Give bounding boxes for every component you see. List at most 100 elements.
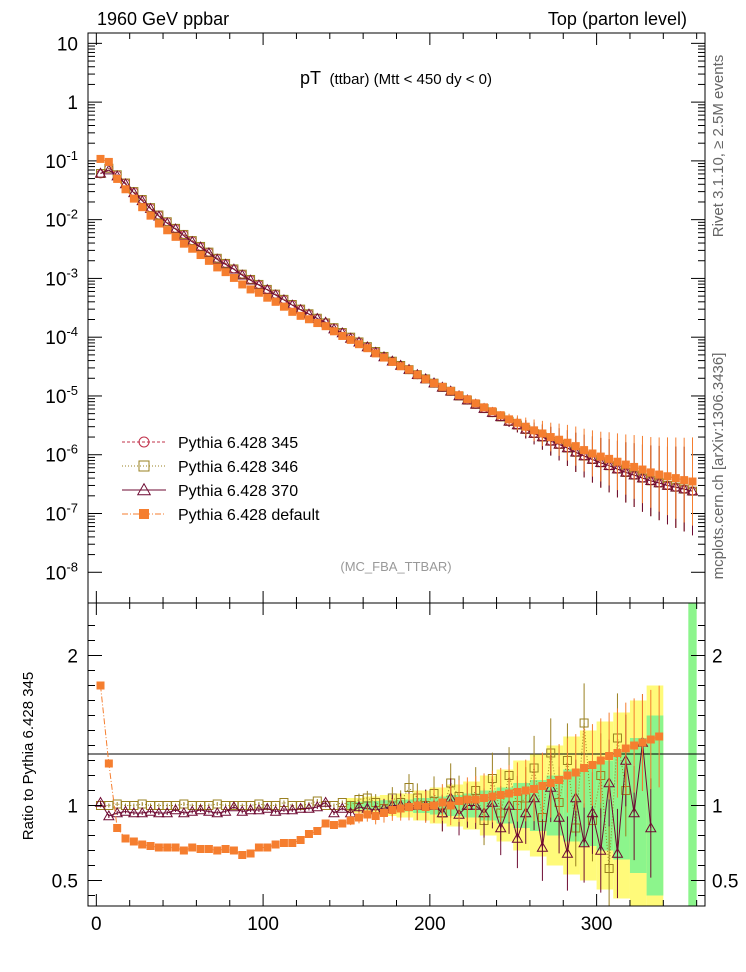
data-point-marker xyxy=(146,211,155,220)
data-point-marker xyxy=(555,776,564,784)
data-point-marker xyxy=(571,442,580,451)
data-point-marker xyxy=(354,813,363,822)
series-s370 xyxy=(94,164,699,536)
legend-label: Pythia 6.428 346 xyxy=(178,459,298,476)
data-point-marker xyxy=(579,718,589,728)
data-point-marker xyxy=(211,253,224,264)
data-point-marker xyxy=(438,798,447,807)
y-tick-label: 10-7 xyxy=(45,501,78,526)
data-point-marker xyxy=(513,788,522,796)
data-point-marker xyxy=(144,805,157,816)
data-point-marker xyxy=(586,806,599,818)
rivet-label: Rivet 3.1.10, ≥ 2.5M events xyxy=(710,55,727,238)
data-point-marker xyxy=(628,806,640,818)
y-tick-label-base: 10 xyxy=(45,211,66,232)
data-point-marker xyxy=(613,749,622,757)
data-point-marker xyxy=(638,465,647,474)
data-point-marker xyxy=(671,474,680,483)
data-point-marker xyxy=(269,805,282,816)
data-point-marker xyxy=(338,819,347,828)
y-tick-label-base: 10 xyxy=(45,446,66,467)
data-point-marker xyxy=(405,365,414,374)
data-point-marker xyxy=(371,349,380,358)
data-point-marker xyxy=(404,783,414,792)
data-point-marker xyxy=(438,382,447,391)
data-point-marker xyxy=(578,836,590,848)
data-point-marker xyxy=(604,864,614,873)
ratio-y-label: Ratio to Pythia 6.428 345 xyxy=(20,672,37,840)
data-point-marker xyxy=(154,219,163,228)
data-point-marker xyxy=(171,843,180,852)
data-point-marker xyxy=(304,315,313,324)
data-point-marker xyxy=(319,796,332,807)
data-point-marker xyxy=(471,399,480,408)
data-point-marker xyxy=(346,816,355,825)
data-point-marker xyxy=(346,335,355,344)
source-label: mcplots.cern.ch [arXiv:1306.3436] xyxy=(710,353,727,580)
y-tick-label: 10-6 xyxy=(45,442,78,467)
data-point-marker xyxy=(129,837,138,846)
data-point-marker xyxy=(119,805,132,816)
data-point-marker xyxy=(96,681,105,690)
data-point-marker xyxy=(363,344,372,353)
y-tick-label: 10-5 xyxy=(45,383,78,408)
y-tick-label-exponent: -1 xyxy=(66,148,78,163)
data-point-marker xyxy=(538,429,547,438)
data-point-marker xyxy=(605,454,614,463)
data-point-marker xyxy=(138,460,150,472)
data-point-marker xyxy=(538,782,547,790)
y-tick-label-exponent: -3 xyxy=(66,265,78,280)
data-point-marker xyxy=(204,256,213,265)
watermark-label: (MC_FBA_TTBAR) xyxy=(340,559,451,574)
data-point-marker xyxy=(638,738,647,747)
data-point-marker xyxy=(646,468,655,477)
y-tick-label-base: 10 xyxy=(45,152,66,173)
data-point-marker xyxy=(329,327,338,336)
data-point-marker xyxy=(561,847,574,858)
data-point-marker xyxy=(413,801,422,810)
data-point-marker xyxy=(244,274,257,285)
data-point-marker xyxy=(229,273,238,282)
data-point-marker xyxy=(421,375,430,384)
data-point-marker xyxy=(94,167,107,178)
ratio-y-tick-label: 2 xyxy=(67,647,78,668)
legend-label: Pythia 6.428 345 xyxy=(178,435,298,452)
data-point-marker xyxy=(279,302,288,311)
data-point-marker xyxy=(546,433,555,442)
chart-title-sub: (ttbar) (Mtt < 450 dy < 0) xyxy=(329,71,492,88)
y-tick-label-base: 10 xyxy=(45,269,66,290)
data-point-marker xyxy=(536,841,549,852)
y-tick-label: 10-2 xyxy=(45,207,78,232)
data-point-marker xyxy=(254,843,263,852)
data-point-marker xyxy=(513,418,522,427)
data-point-marker xyxy=(463,795,472,804)
data-point-marker xyxy=(238,851,247,859)
data-point-marker xyxy=(138,436,150,448)
data-point-marker xyxy=(94,796,107,807)
data-point-marker xyxy=(405,803,414,811)
data-point-marker xyxy=(121,185,130,194)
legend-item: Pythia 6.428 345 xyxy=(122,435,298,452)
y-tick-label: 10-3 xyxy=(45,265,78,290)
data-point-marker xyxy=(505,789,514,798)
data-point-marker xyxy=(630,741,639,750)
data-point-marker xyxy=(588,449,597,458)
data-point-marker xyxy=(446,801,455,810)
data-point-marker xyxy=(104,759,113,768)
data-point-marker xyxy=(271,297,280,306)
ratio-line xyxy=(100,722,627,869)
data-point-marker xyxy=(621,744,630,753)
data-point-marker xyxy=(480,403,489,412)
data-point-marker xyxy=(396,362,405,371)
data-point-marker xyxy=(203,247,215,258)
data-point-marker xyxy=(96,154,105,163)
y-tick-label: 10-8 xyxy=(45,559,78,584)
data-point-marker xyxy=(655,732,664,741)
data-point-marker xyxy=(102,809,115,821)
data-point-marker xyxy=(246,285,255,294)
data-point-marker xyxy=(136,806,149,818)
data-point-marker xyxy=(111,806,124,818)
legend-label: Pythia 6.428 default xyxy=(178,507,320,524)
data-point-marker xyxy=(213,846,222,855)
